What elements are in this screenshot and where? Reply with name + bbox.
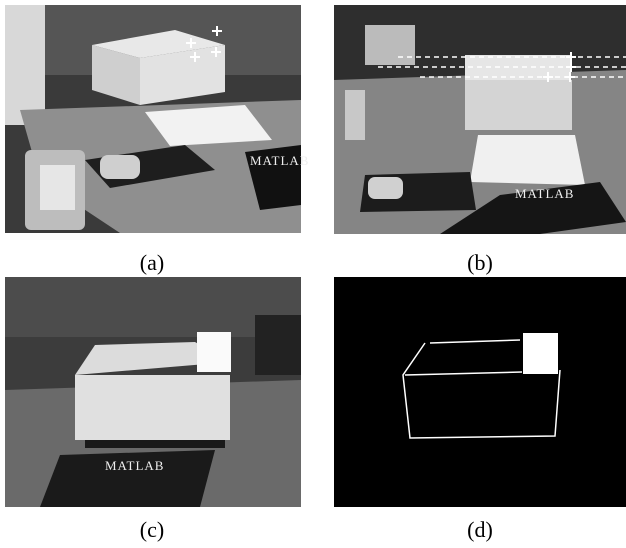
caption: (a) (140, 250, 164, 275)
book-text: MATLAB (250, 153, 309, 168)
caption: (b) (467, 250, 493, 275)
book-text: MATLAB (515, 186, 574, 201)
photo-c: MATLAB (5, 277, 301, 507)
figure: MATLAB (a) MATLAB (b) (0, 0, 626, 548)
book-text: MATLAB (105, 458, 164, 473)
caption: (c) (140, 517, 164, 542)
photo-b: MATLAB (334, 5, 626, 234)
edge-map-d (334, 277, 626, 507)
caption: (d) (467, 517, 493, 542)
photo-a: MATLAB (5, 5, 309, 233)
